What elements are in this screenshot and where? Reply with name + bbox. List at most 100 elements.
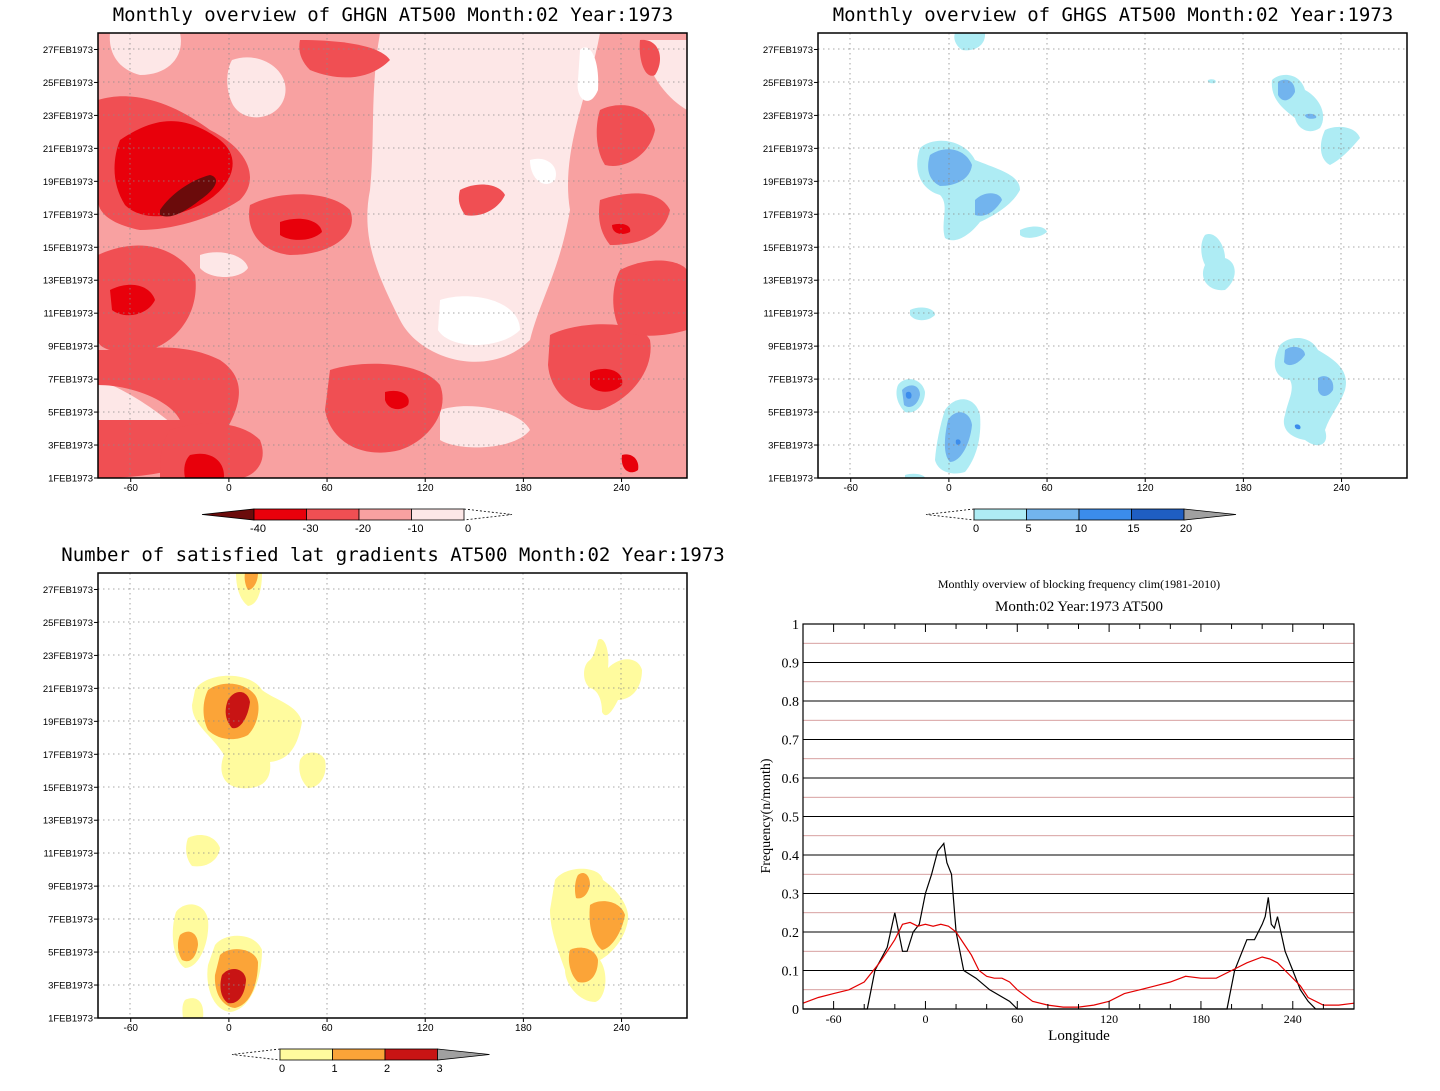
colorbar-segment	[437, 1048, 490, 1061]
freq-ytick-label: 0.9	[782, 657, 800, 672]
ghgn-ytick-label: 11FEB1973	[44, 309, 93, 320]
ghgn-ytick-label: 25FEB1973	[43, 78, 93, 89]
colorbar-label: -40	[250, 523, 266, 535]
freq-ytick-label: 0.4	[782, 849, 800, 864]
ghgs-ytick-label: 19FEB1973	[763, 177, 813, 188]
colorbar-label: 5	[1025, 523, 1031, 535]
lat-ytick-label: 11FEB1973	[44, 849, 93, 860]
colorbar-label: -20	[355, 523, 371, 535]
lat-ytick-label: 23FEB1973	[43, 651, 93, 662]
colorbar-segment	[1183, 508, 1237, 521]
ghgn-ytick-label: 27FEB1973	[43, 45, 93, 56]
ghgs-xtick-label: 180	[1235, 483, 1252, 494]
ghgs-title: Monthly overview of GHGS AT500 Month:02 …	[833, 4, 1394, 26]
ghgs-xtick-label: 120	[1137, 483, 1154, 494]
ghgs-ytick-label: 25FEB1973	[763, 78, 813, 89]
ghgs-y-axis: 1FEB1973 3FEB1973 5FEB1973 7FEB1973 9FEB1973…	[763, 45, 818, 485]
colorbar-label: 10	[1075, 523, 1087, 535]
freq-axes: 0 0.1 0.2 0.3 0.4 0.5 0.6 0.7 0.8 0.9 1 -60 0 60 120 18…	[782, 618, 1324, 1026]
lat-xtick-label: 0	[226, 1023, 232, 1034]
ghgn-xtick-label: 120	[417, 483, 434, 494]
colorbar-segment	[332, 1048, 386, 1061]
ghgn-xtick-label: 240	[613, 483, 630, 494]
lat-xtick-label: 240	[613, 1023, 630, 1034]
colorbar-segment	[384, 1048, 438, 1061]
lat-xtick-label: 180	[515, 1023, 532, 1034]
ghgn-ytick-label: 1FEB1973	[48, 474, 93, 485]
colorbar-label: -30	[303, 523, 319, 535]
freq-ytick-label: 0.1	[782, 965, 800, 980]
ghgn-ytick-label: 23FEB1973	[43, 111, 93, 122]
lat-ytick-label: 9FEB1973	[48, 882, 93, 893]
colorbar-segment	[201, 508, 255, 521]
freq-ytick-label: 0.7	[782, 734, 800, 749]
ghgs-ytick-label: 15FEB1973	[763, 243, 813, 254]
ghgn-xtick-label: -60	[123, 483, 138, 494]
lat-ytick-label: 7FEB1973	[48, 915, 93, 926]
colorbar-label: -10	[408, 523, 424, 535]
ghgs-ytick-label: 27FEB1973	[763, 45, 813, 56]
ghgn-title: Monthly overview of GHGN AT500 Month:02 …	[113, 4, 674, 26]
freq-xtick-label: 0	[922, 1012, 928, 1026]
ghgs-xtick-label: 240	[1333, 483, 1350, 494]
colorbar-label: 3	[436, 1063, 442, 1075]
ghgs-ytick-label: 23FEB1973	[763, 111, 813, 122]
ghgn-ytick-label: 19FEB1973	[43, 177, 93, 188]
lat-contour-field	[172, 573, 642, 1018]
ghgs-ytick-label: 3FEB1973	[768, 441, 813, 452]
ghgn-x-axis: -60 0 60 120 180 240	[123, 478, 630, 494]
ghgn-ytick-label: 21FEB1973	[43, 144, 93, 155]
lat-ytick-label: 27FEB1973	[43, 585, 93, 596]
lat-ytick-label: 19FEB1973	[43, 717, 93, 728]
colorbar-segment	[1078, 508, 1132, 521]
colorbar-open-end	[231, 1048, 281, 1061]
lat-ytick-label: 15FEB1973	[43, 783, 93, 794]
colorbar-label: 2	[384, 1063, 390, 1075]
lat-ytick-label: 25FEB1973	[43, 618, 93, 629]
freq-ytick-label: 0.5	[782, 811, 800, 826]
lat-grid	[98, 573, 687, 1018]
freq-subtitle: Month:02 Year:1973 AT500	[995, 599, 1163, 615]
ghgs-xtick-label: -60	[843, 483, 858, 494]
lat-ytick-label: 5FEB1973	[48, 948, 93, 959]
ghgs-x-axis: -60 0 60 120 180 240	[843, 478, 1350, 494]
freq-xtick-label: 180	[1192, 1012, 1210, 1026]
ghgs-ytick-label: 13FEB1973	[763, 276, 813, 287]
ghgs-frame	[817, 32, 1408, 479]
freq-ytick-label: 0.2	[782, 926, 800, 941]
lat-xtick-label: 120	[417, 1023, 434, 1034]
ghgn-contour-field	[98, 33, 687, 478]
freq-grid	[803, 642, 1354, 991]
colorbar-segment	[1131, 508, 1185, 521]
lat-frame	[97, 572, 688, 1019]
freq-series	[802, 842, 1355, 1010]
ghgs-panel: Monthly overview of GHGS AT500 Month:02 …	[763, 4, 1408, 535]
freq-xtick-label: -60	[826, 1012, 842, 1026]
freq-series-black	[803, 842, 1354, 1010]
freq-xtick-label: 60	[1011, 1012, 1023, 1026]
ghgn-y-axis: 1FEB1973 3FEB1973 5FEB1973 7FEB1973 9FEB1973…	[43, 45, 98, 485]
lat-panel: Number of satisfied lat gradients AT500 …	[43, 544, 725, 1075]
colorbar-label: 1	[331, 1063, 337, 1075]
lat-ytick-label: 13FEB1973	[43, 816, 93, 827]
freq-xlabel: Longitude	[1048, 1028, 1110, 1044]
ghgn-xtick-label: 180	[515, 483, 532, 494]
freq-xtick-label: 120	[1100, 1012, 1118, 1026]
ghgn-ytick-label: 9FEB1973	[48, 342, 93, 353]
colorbar-segment	[358, 508, 412, 521]
ghgn-panel: Monthly overview of GHGN AT500 Month:02 …	[43, 4, 688, 535]
colorbar-label: 0	[973, 523, 979, 535]
freq-xtick-label: 240	[1284, 1012, 1302, 1026]
freq-ytick-label: 0.8	[782, 695, 800, 710]
ghgs-ytick-label: 21FEB1973	[763, 144, 813, 155]
lat-title: Number of satisfied lat gradients AT500 …	[61, 544, 724, 566]
freq-ytick-label: 0.6	[782, 772, 800, 787]
lat-ytick-label: 17FEB1973	[43, 750, 93, 761]
ghgn-grid	[98, 33, 687, 478]
colorbar-label: 0	[279, 1063, 285, 1075]
colorbar-open-end	[463, 508, 513, 521]
lat-ytick-label: 21FEB1973	[43, 684, 93, 695]
ghgs-ytick-label: 5FEB1973	[768, 408, 813, 419]
ghgs-colorbar: 0 5 10 15 20	[925, 508, 1237, 535]
colorbar-segment	[1026, 508, 1080, 521]
